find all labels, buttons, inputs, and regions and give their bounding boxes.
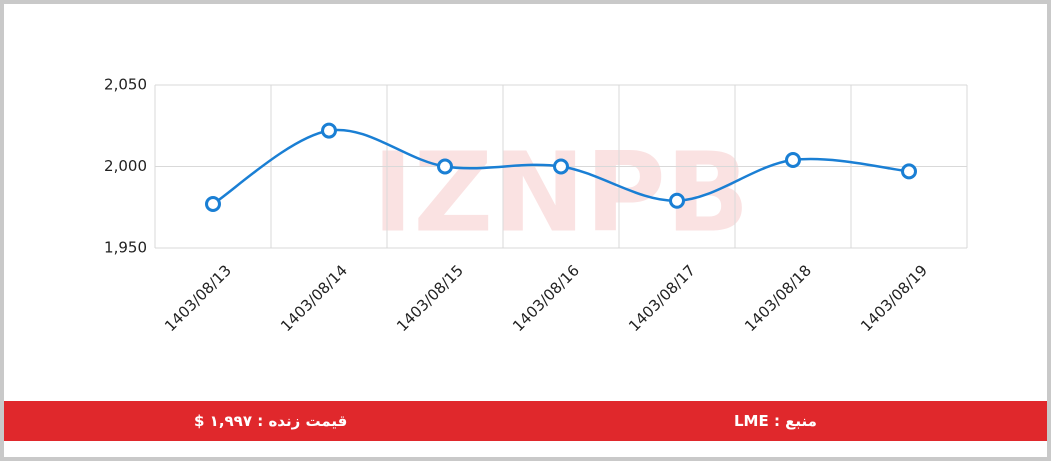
point bbox=[669, 192, 685, 209]
x-tick-label: 1403/08/16 bbox=[509, 261, 583, 335]
y-tick-label: 1,950 bbox=[104, 239, 147, 257]
point bbox=[205, 195, 221, 212]
panel bbox=[4, 4, 1047, 457]
y-tick-label: 2,050 bbox=[104, 76, 147, 94]
x-tick-label: 1403/08/15 bbox=[393, 261, 467, 335]
x-tick-label: 1403/08/18 bbox=[741, 261, 815, 335]
live-price: قیمت زنده : ۱,۹۹۷ $ bbox=[194, 412, 348, 430]
watermark: IZNPB bbox=[372, 128, 749, 256]
point bbox=[785, 151, 801, 168]
x-tick-label: 1403/08/17 bbox=[625, 261, 699, 335]
x-tick-label: 1403/08/13 bbox=[161, 261, 235, 335]
y-tick-label: 2,000 bbox=[104, 157, 147, 175]
point bbox=[437, 158, 453, 175]
source: منبع : LME bbox=[734, 412, 817, 430]
x-tick-label: 1403/08/14 bbox=[277, 261, 351, 335]
footer: قیمت زنده : ۱,۹۹۷ $ منبع : LME bbox=[4, 401, 1047, 441]
point bbox=[321, 122, 337, 139]
x-tick-label: 1403/08/19 bbox=[857, 261, 931, 335]
point bbox=[901, 163, 917, 180]
point bbox=[553, 158, 569, 175]
